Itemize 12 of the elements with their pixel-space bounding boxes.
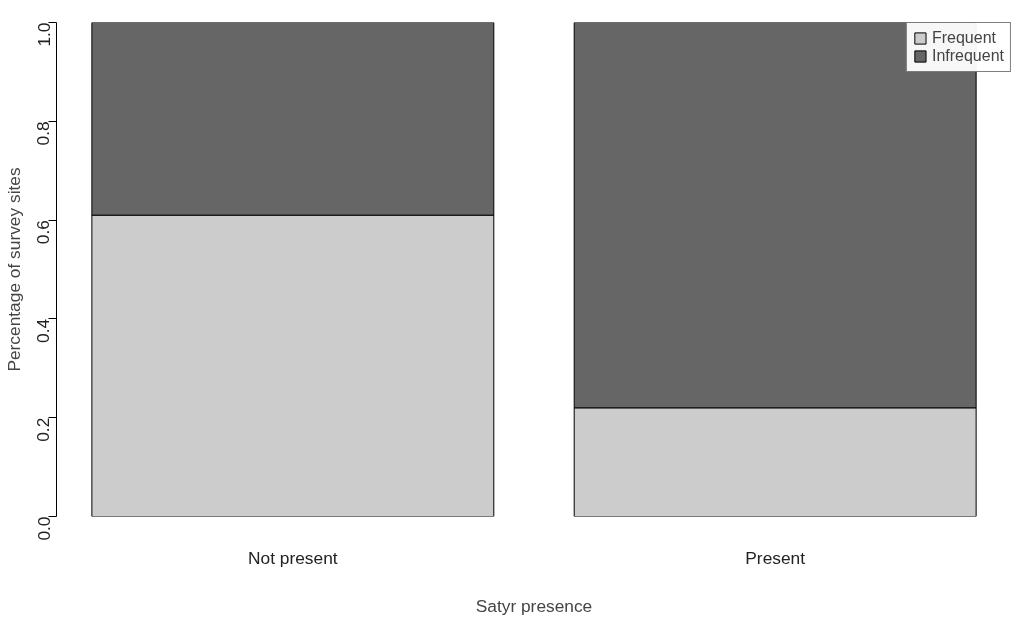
y-tick-label: 0.2 [33,417,54,442]
legend-label: Infrequent [931,47,1004,65]
y-tick-label: 0.8 [33,121,54,146]
y-tick-label: 0.6 [33,220,54,245]
y-tick-label: 0.0 [33,516,54,541]
y-axis-title: Percentage of survey sites [3,167,24,372]
y-tick-label: 0.4 [33,318,54,343]
legend-label: Frequent [931,29,996,47]
y-tick-label: 1.0 [33,22,54,47]
x-axis-title: Satyr presence [475,595,593,616]
x-tick-label: Present [745,547,806,568]
x-tick-label: Not present [248,547,338,568]
